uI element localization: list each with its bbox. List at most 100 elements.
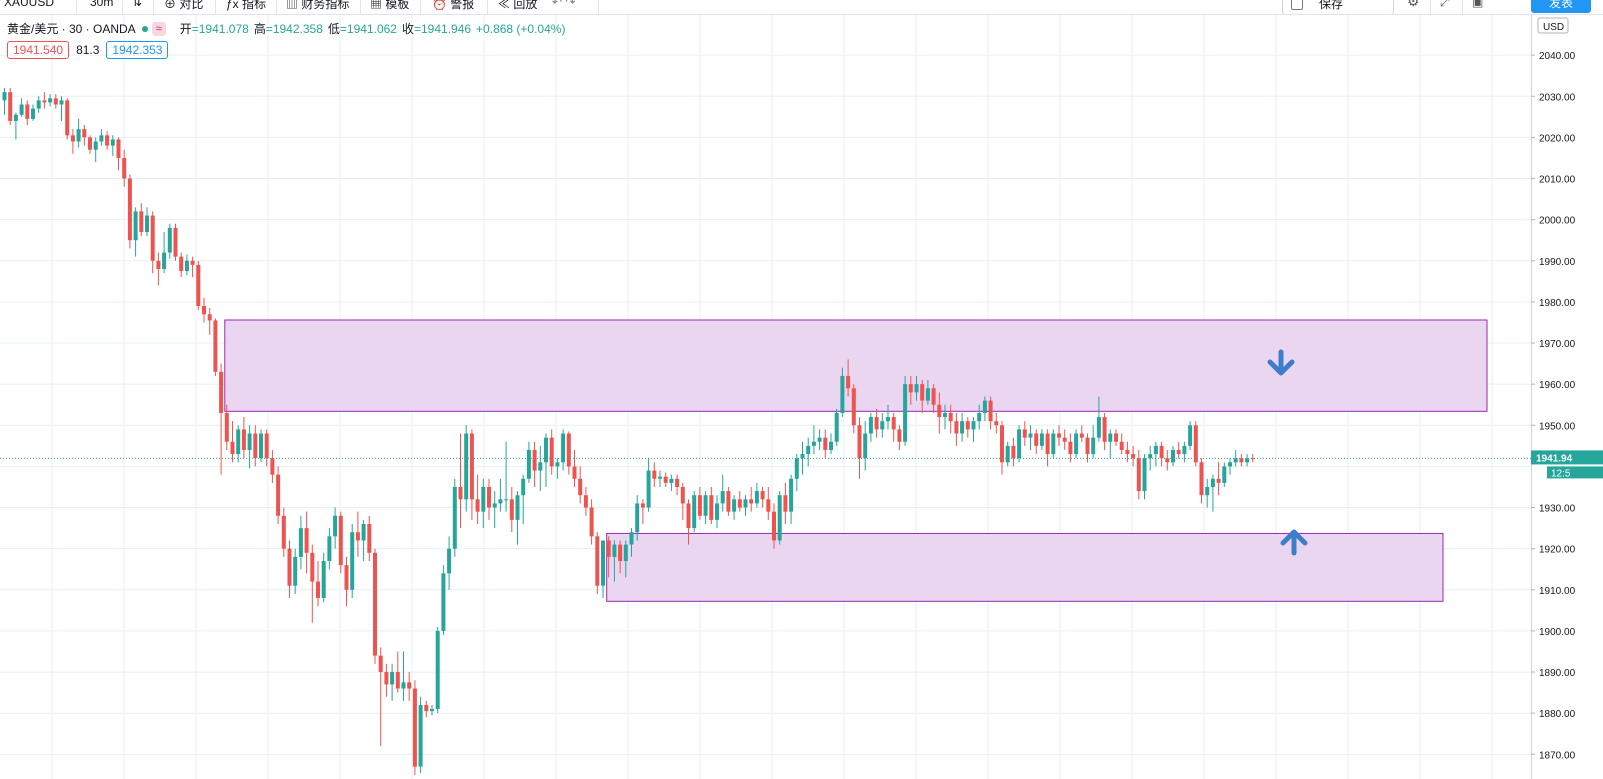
- templates-button[interactable]: ▦ 模板: [370, 0, 409, 12]
- price-tick-label: 1880.00: [1539, 709, 1576, 720]
- candle-up: [868, 412, 873, 442]
- candle-up: [162, 231, 167, 274]
- layout-save-button[interactable]: 保存: [1282, 0, 1394, 14]
- candle-down: [264, 429, 269, 467]
- candle-down: [709, 486, 714, 524]
- gear-icon[interactable]: ⚙: [1407, 0, 1420, 9]
- candle-up: [943, 404, 947, 430]
- last-price-badge: [1531, 450, 1603, 465]
- candle-down: [908, 375, 913, 405]
- bid-price[interactable]: 1941.540: [7, 40, 70, 59]
- toolbar-divider: [360, 0, 361, 14]
- candle-down: [213, 318, 218, 376]
- toolbar-divider: [153, 0, 154, 14]
- candle-down: [458, 433, 463, 529]
- candle-down: [1011, 437, 1016, 467]
- price-tick-label: 1950.00: [1539, 421, 1576, 432]
- candle-down: [1216, 462, 1221, 496]
- price-tick-label: 1990.00: [1539, 257, 1576, 268]
- candle-up: [1108, 429, 1113, 459]
- candle-down: [355, 511, 360, 557]
- candle-up: [435, 626, 440, 714]
- candle-up: [732, 495, 737, 520]
- candle-up: [834, 408, 839, 446]
- candle-down: [1000, 421, 1004, 475]
- candle-down: [412, 680, 417, 775]
- candle-up: [350, 524, 355, 599]
- ask-price[interactable]: 1942.353: [106, 40, 169, 59]
- candle-down: [378, 647, 383, 747]
- candle-down: [8, 88, 13, 126]
- candle-up: [2, 88, 7, 115]
- candle-down: [1119, 433, 1124, 455]
- alert-button[interactable]: ⏰ 警报: [432, 0, 474, 12]
- market-status-icon: [141, 25, 148, 32]
- candle-up: [1228, 458, 1232, 475]
- candle-up: [903, 375, 908, 446]
- candle-up: [1245, 454, 1250, 467]
- indicators-button[interactable]: ƒx 指标: [226, 0, 266, 12]
- symbol-search[interactable]: XAUUSD: [4, 0, 55, 9]
- compare-button[interactable]: ⊕ 对比: [164, 0, 203, 12]
- price-tick-label: 1910.00: [1539, 586, 1576, 597]
- candle-down: [1045, 429, 1050, 467]
- candle-up: [1205, 478, 1210, 508]
- candle-up: [646, 458, 651, 512]
- candle-up: [914, 375, 919, 401]
- financials-button[interactable]: ▥ 财务指标: [286, 0, 349, 12]
- candle-up: [840, 367, 845, 418]
- camera-icon[interactable]: ▣: [1472, 0, 1484, 9]
- candle-down: [851, 384, 856, 434]
- price-axis[interactable]: [1531, 15, 1603, 779]
- publish-button[interactable]: 发表: [1531, 0, 1591, 13]
- legend-quote-row: 1941.540 81.3 1942.353: [7, 40, 570, 59]
- undo-redo-icon[interactable]: ↶ ↷: [552, 0, 576, 9]
- candle-up: [418, 696, 423, 773]
- candle-down: [310, 544, 315, 623]
- candle-down: [680, 482, 685, 520]
- candle-down: [270, 449, 275, 483]
- price-tick-label: 1970.00: [1539, 339, 1576, 350]
- candle-down: [897, 425, 902, 450]
- zone-arrows: [1267, 349, 1308, 556]
- candle-down: [469, 429, 474, 520]
- candle-down: [1022, 421, 1027, 446]
- candle-down: [105, 131, 110, 150]
- candle-down: [475, 474, 480, 524]
- candle-up: [145, 207, 149, 237]
- currency-label: USD: [1537, 17, 1569, 34]
- candle-down: [578, 466, 583, 504]
- candle-up: [1153, 441, 1158, 467]
- candle-down: [572, 449, 577, 487]
- candle-up: [629, 528, 634, 557]
- candle-up: [19, 98, 24, 117]
- low-label: 低: [327, 22, 340, 36]
- candle-down: [1085, 433, 1090, 463]
- price-axis-ticks: 2040.00 2030.00 2020.00 2010.00 2000.00 1990.…: [1531, 51, 1576, 761]
- price-tick-label: 1900.00: [1539, 627, 1576, 638]
- candle-down: [1159, 441, 1164, 467]
- candle-down: [344, 556, 349, 607]
- candle-up: [1182, 441, 1187, 463]
- candle-down: [1136, 449, 1141, 500]
- interval-button[interactable]: 30m: [90, 0, 114, 9]
- legend-symbol[interactable]: 黄金/美元 · 30 · OANDA: [7, 22, 136, 36]
- last-price-label: 1941.94: [1536, 453, 1573, 464]
- chart-style-icon[interactable]: ⇅: [132, 0, 143, 9]
- candle-up: [1091, 425, 1096, 459]
- wave-icon[interactable]: ≈: [151, 21, 166, 36]
- fullscreen-icon[interactable]: ⤢: [1440, 0, 1450, 9]
- candle-up: [327, 528, 332, 570]
- replay-button[interactable]: ≪ 回放: [498, 0, 537, 12]
- candle-down: [1114, 429, 1118, 446]
- zones[interactable]: [224, 319, 1488, 602]
- candle-down: [224, 404, 229, 450]
- candle-down: [1102, 412, 1107, 450]
- candle-up: [1039, 429, 1044, 450]
- candle-up: [800, 441, 805, 475]
- candle-down: [1034, 429, 1039, 455]
- resistance-zone: [224, 319, 1488, 412]
- candle-up: [31, 104, 35, 121]
- candle-down: [1131, 445, 1136, 467]
